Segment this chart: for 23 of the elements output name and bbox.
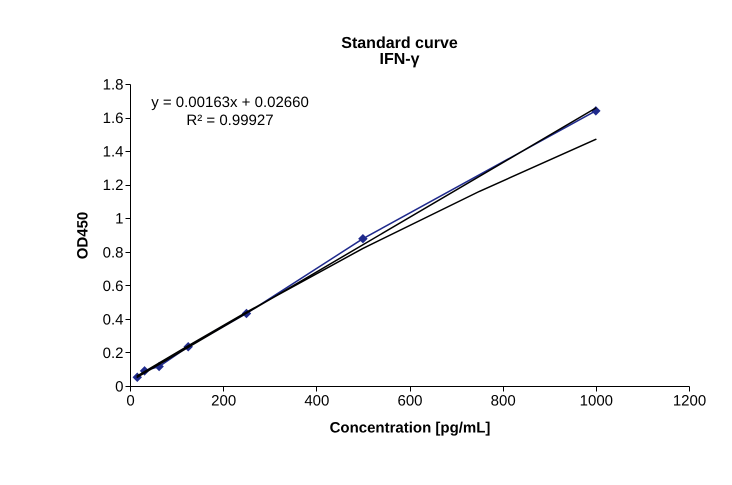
x-tick-label: 600: [397, 392, 423, 410]
x-tick-label: 400: [304, 392, 330, 410]
y-tick-label: 0.2: [102, 344, 124, 362]
y-tick-label: 1.8: [102, 76, 124, 94]
x-tick-label: 1200: [672, 392, 706, 410]
x-tick-label: 1000: [580, 392, 614, 410]
y-tick-label: 1.2: [102, 177, 124, 194]
chart-subtitle: IFN-γ: [380, 51, 420, 68]
chart-title: Standard curve: [341, 35, 458, 52]
y-tick-label: 1.4: [102, 144, 124, 161]
y-tick-label: 1.6: [102, 110, 124, 128]
y-tick-label: 0: [115, 378, 124, 396]
annotation: R² = 0.99927: [186, 112, 274, 129]
x-tick-label: 0: [126, 392, 135, 410]
y-tick-label: 0.6: [102, 278, 124, 295]
x-tick-label: 200: [211, 392, 236, 410]
annotation: y = 0.00163x + 0.02660: [151, 94, 309, 111]
y-tick-label: 1: [115, 210, 124, 228]
x-tick-label: 800: [490, 392, 516, 410]
y-tick-label: 0.4: [102, 311, 124, 328]
y-tick-label: 0.8: [102, 244, 124, 262]
y-axis-title: OD450: [74, 212, 92, 260]
x-axis-title: Concentration [pg/mL]: [330, 420, 490, 436]
